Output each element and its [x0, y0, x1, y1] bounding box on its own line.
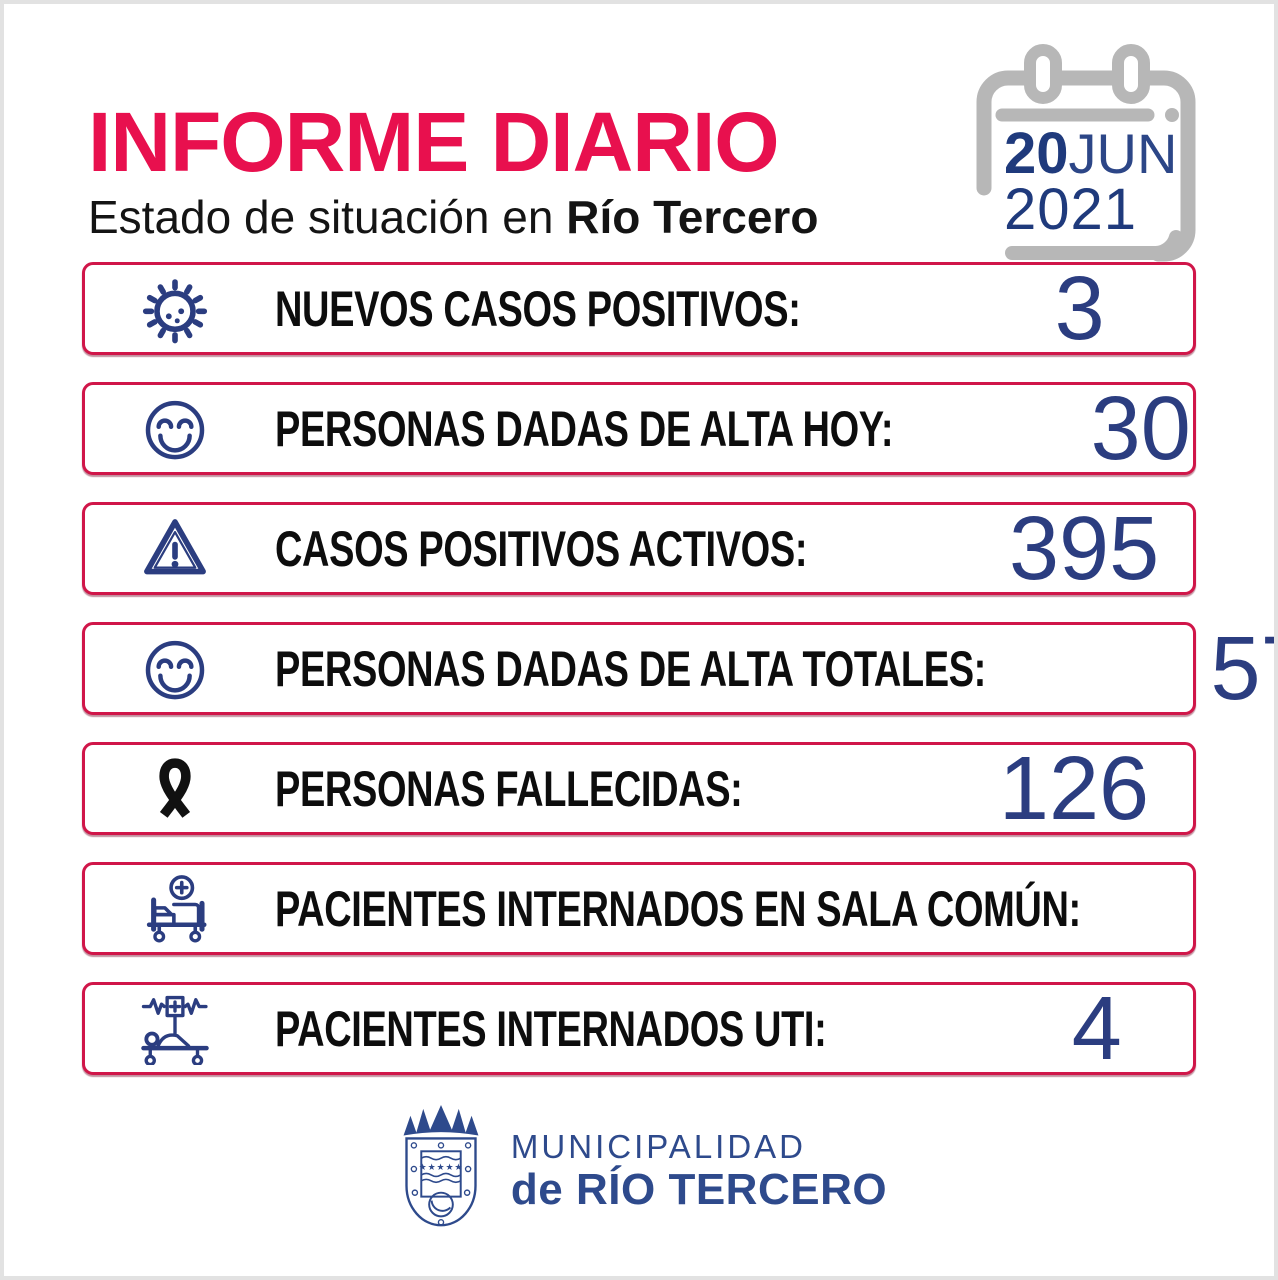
stat-label: PERSONAS DADAS DE ALTA TOTALES:	[275, 640, 986, 697]
stat-row-uti: PACIENTES INTERNADOS UTI: 4	[82, 982, 1196, 1075]
org-line2: de RÍO TERCERO	[510, 1164, 888, 1214]
stat-value: 30	[1090, 378, 1191, 479]
date-year: 2021	[1004, 176, 1138, 242]
page-title: INFORME DIARIO	[88, 95, 780, 189]
calendar-ring-left	[1024, 44, 1062, 104]
date-day: 20	[1004, 121, 1069, 186]
org-line1: MUNICIPALIDAD	[510, 1127, 807, 1165]
subtitle-city: Río Tercero	[566, 191, 819, 243]
footer: ★★★★★ MUNICIPALIDAD de RÍO TERCERO	[4, 1102, 1274, 1240]
calendar-ring-right	[1112, 44, 1150, 104]
municipality-name: MUNICIPALIDAD de RÍO TERCERO	[511, 1128, 887, 1214]
stat-label: PERSONAS DADAS DE ALTA HOY:	[275, 400, 894, 457]
calendar-dot	[1165, 108, 1179, 122]
stat-label: NUEVOS CASOS POSITIVOS:	[275, 280, 801, 337]
smiley-icon	[145, 400, 205, 459]
stat-value: 4	[1071, 978, 1122, 1079]
municipality-crest-icon: ★★★★★	[403, 1104, 479, 1227]
stat-row-sala-comun: PACIENTES INTERNADOS EN SALA COMÚN: 20	[82, 862, 1196, 955]
warning-icon	[144, 518, 206, 574]
header: INFORME DIARIO Estado de situación en Rí…	[4, 4, 1274, 262]
mourning-ribbon-icon	[159, 757, 191, 818]
stat-label: PACIENTES INTERNADOS UTI:	[275, 1000, 827, 1057]
virus-icon	[142, 278, 208, 343]
calendar-date-text: 20JUN 2021	[1004, 125, 1177, 242]
calendar-icon	[976, 44, 1196, 262]
hospital-bed-icon	[146, 874, 207, 943]
stat-value: 395	[1008, 498, 1160, 599]
stat-label: PACIENTES INTERNADOS EN SALA COMÚN:	[275, 880, 1081, 937]
stat-label: CASOS POSITIVOS ACTIVOS:	[275, 520, 808, 577]
stat-row-casos-activos: CASOS POSITIVOS ACTIVOS: 395	[82, 502, 1196, 595]
subtitle-prefix: Estado de situación en	[88, 191, 567, 243]
stat-row-nuevos-casos: NUEVOS CASOS POSITIVOS: 3	[82, 262, 1196, 355]
stat-value: 126	[998, 738, 1150, 839]
svg-text:★★★★★: ★★★★★	[419, 1162, 464, 1172]
stat-label: PERSONAS FALLECIDAS:	[275, 760, 743, 817]
page-subtitle: Estado de situación en Río Tercero	[88, 194, 818, 240]
stat-value: 3	[1054, 258, 1105, 359]
icu-bed-icon	[141, 995, 209, 1065]
stat-row-fallecidas: PERSONAS FALLECIDAS: 126	[82, 742, 1196, 835]
stats-list: NUEVOS CASOS POSITIVOS: 3 PERSONAS DADAS…	[4, 262, 1274, 1075]
smiley-icon	[145, 640, 205, 699]
date-month: JUN	[1068, 122, 1178, 185]
stat-row-altas-totales: PERSONAS DADAS DE ALTA TOTALES: 5783	[82, 622, 1274, 715]
calendar-date-badge: 20JUN 2021	[968, 38, 1208, 278]
title-block: INFORME DIARIO Estado de situación en Rí…	[88, 100, 818, 240]
stat-value: 5783	[1210, 618, 1274, 719]
stat-row-altas-hoy: PERSONAS DADAS DE ALTA HOY: 30	[82, 382, 1196, 475]
